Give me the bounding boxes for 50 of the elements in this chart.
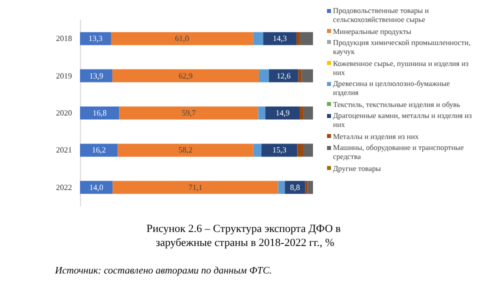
bar xyxy=(303,106,313,120)
bar xyxy=(262,144,298,157)
data-label: 16,8 xyxy=(92,108,107,118)
bar xyxy=(253,32,264,46)
data-label: 61,0 xyxy=(175,34,190,44)
bar xyxy=(263,32,296,46)
y-tick-label: 2021 xyxy=(56,146,72,155)
bar xyxy=(258,106,266,120)
bar xyxy=(112,180,278,194)
bar xyxy=(80,32,111,46)
bar xyxy=(80,144,118,157)
y-tick-label: 2018 xyxy=(56,34,72,44)
bar xyxy=(265,106,300,120)
data-label: 12,6 xyxy=(276,71,291,80)
bar xyxy=(80,69,112,82)
data-label: 14,9 xyxy=(276,108,290,118)
data-label: 58,2 xyxy=(178,146,193,155)
data-label: 71,1 xyxy=(188,182,202,192)
bar xyxy=(80,106,120,120)
bar xyxy=(298,69,302,82)
data-label: 15,3 xyxy=(272,146,286,155)
data-label: 13,3 xyxy=(88,34,102,44)
y-tick-label: 2019 xyxy=(56,71,72,80)
data-label: 8,8 xyxy=(290,182,300,192)
bar xyxy=(308,180,313,194)
bar xyxy=(300,32,313,46)
bar xyxy=(302,144,313,157)
bar xyxy=(119,106,258,120)
bar xyxy=(302,69,313,82)
data-label: 16,2 xyxy=(92,146,106,155)
bar xyxy=(296,32,300,46)
text: Рисунок 2.6 – Структура экспорта ДФО в зарубежные страны в 2018-2022 гг., % xyxy=(146,223,344,249)
data-label: 13,9 xyxy=(89,71,104,80)
bar xyxy=(268,69,298,82)
bar xyxy=(110,32,254,46)
bar xyxy=(112,69,259,82)
y-tick-label: 2022 xyxy=(56,182,72,192)
bar xyxy=(278,180,285,194)
bar xyxy=(118,144,254,157)
data-label: 59,7 xyxy=(182,108,196,118)
data-label: 14,0 xyxy=(89,182,104,192)
data-label: 14,3 xyxy=(272,34,287,44)
text: Источник: составлено авторами по данным ФТС. xyxy=(54,266,272,276)
bar xyxy=(300,106,304,120)
bar xyxy=(80,180,113,194)
bar xyxy=(258,69,269,82)
bar xyxy=(253,144,262,157)
y-tick-label: 2020 xyxy=(56,108,72,118)
bar xyxy=(297,144,303,157)
data-label: 62,9 xyxy=(178,71,193,80)
